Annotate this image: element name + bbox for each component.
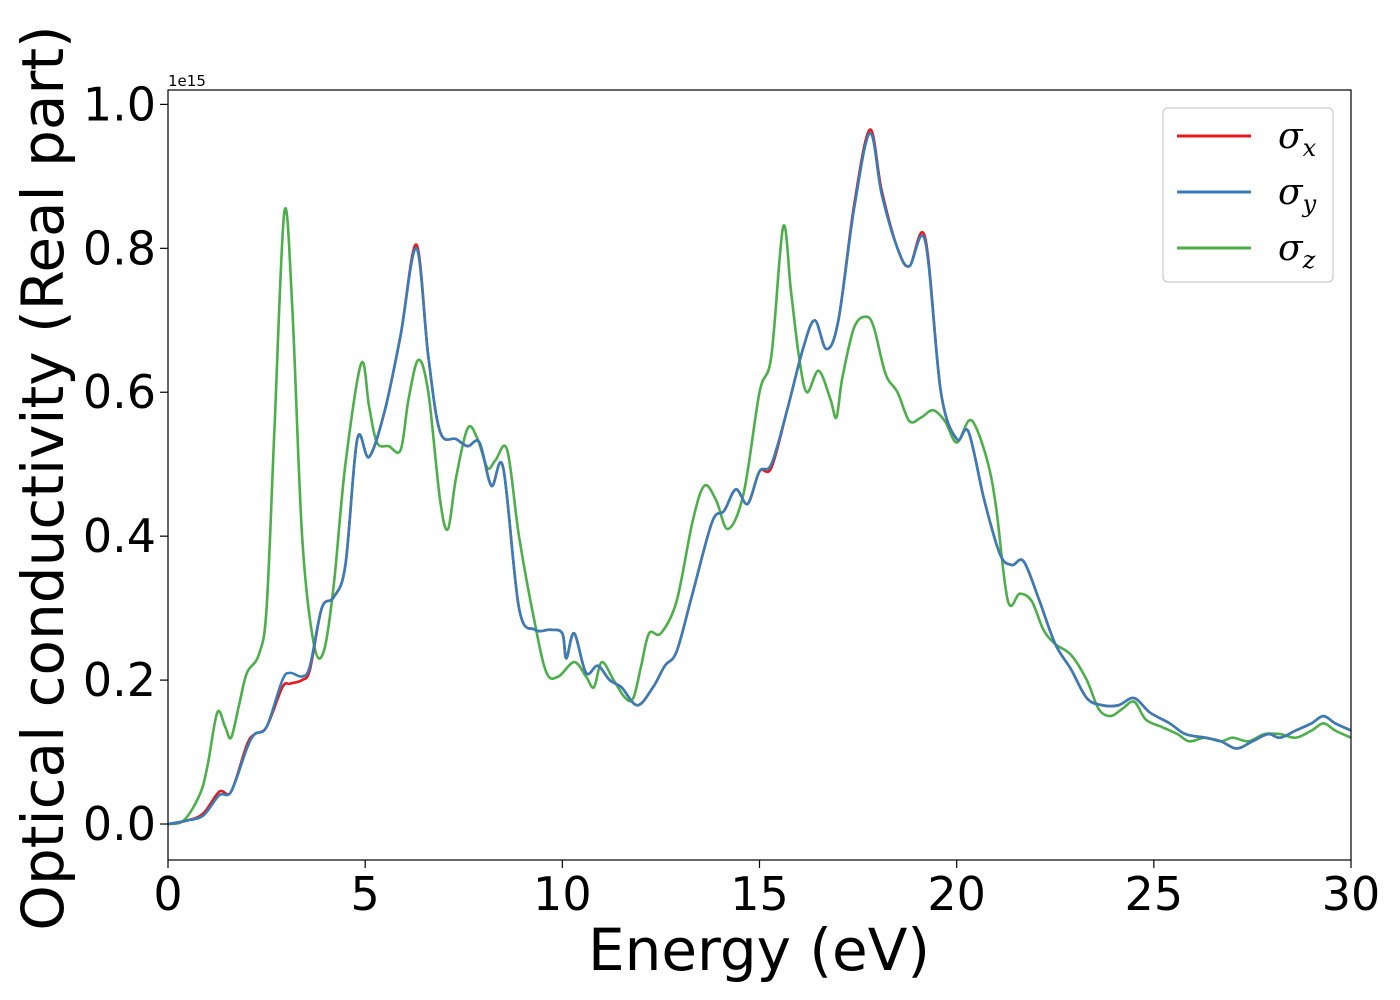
series-line-sigma-y [167, 131, 1352, 826]
x-tick-label: 5 [351, 867, 380, 921]
legend: σx σy σz [1162, 107, 1334, 283]
plot-series [167, 128, 1352, 826]
x-tick-label: 20 [927, 867, 986, 921]
x-tick-label: 10 [533, 867, 592, 921]
y-tick-label: 0.8 [83, 221, 156, 275]
axis-ticks: 0 5 10 15 20 25 30 0.0 0.2 0.4 0.6 0.8 1.0 [83, 77, 1380, 921]
y-tick-label: 0.0 [83, 797, 156, 851]
y-tick-label: 0.4 [83, 509, 156, 563]
y-tick-label: 0.6 [83, 365, 156, 419]
x-tick-label: 15 [730, 867, 789, 921]
x-tick-label: 30 [1322, 867, 1381, 921]
legend-label-sigma-z: σz [1278, 228, 1316, 274]
y-axis-title: Optical conductivity (Real part) [9, 25, 77, 930]
x-axis-title: Energy (eV) [588, 916, 930, 984]
legend-label-sigma-x: σx [1278, 116, 1317, 162]
y-tick-label: 0.2 [83, 653, 156, 707]
x-tick-label: 25 [1125, 867, 1184, 921]
legend-box [1162, 107, 1334, 283]
y-tick-label: 1.0 [83, 77, 156, 131]
y-offset-label: 1e15 [168, 72, 206, 90]
plot-frame [167, 89, 1352, 861]
legend-label-sigma-y: σy [1278, 172, 1317, 218]
x-tick-label: 0 [153, 867, 182, 921]
